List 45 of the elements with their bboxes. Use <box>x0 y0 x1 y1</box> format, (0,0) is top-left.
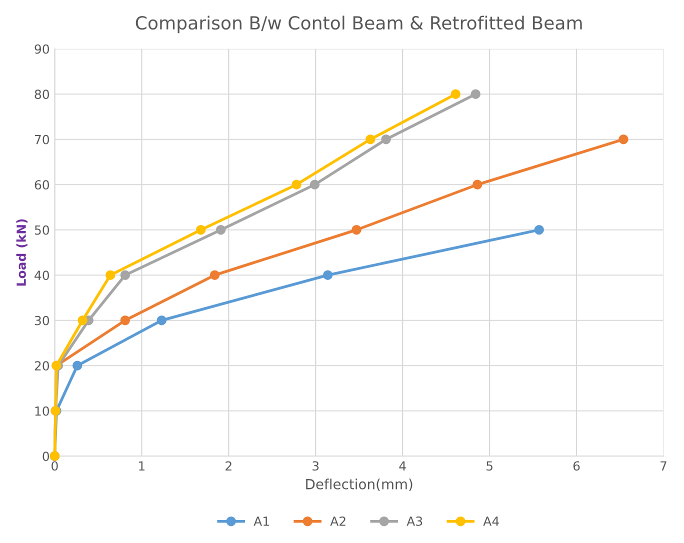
x-tick-label: 1 <box>139 461 145 470</box>
point <box>78 316 88 326</box>
point <box>72 360 82 370</box>
y-tick-label: 20 <box>34 361 50 371</box>
x-tick-label: 0 <box>52 461 58 471</box>
legend-label: A4 <box>483 516 499 526</box>
x-tick-label: 2 <box>226 461 232 470</box>
point <box>120 316 130 326</box>
legend-label: A1 <box>254 516 269 526</box>
point <box>450 89 460 99</box>
x-axis-title: Deflection(mm) <box>306 478 412 492</box>
y-axis-title: Load (kN) <box>16 219 28 286</box>
legend-label: A3 <box>406 516 422 526</box>
point <box>156 316 167 326</box>
point <box>196 225 206 235</box>
point <box>366 134 376 144</box>
y-tick-label: 0 <box>42 452 50 462</box>
point <box>310 180 320 190</box>
x-tick-label: 6 <box>573 461 580 471</box>
x-tick-label: 7 <box>660 461 666 470</box>
point <box>216 225 226 235</box>
point <box>472 180 482 190</box>
y-tick-label: 50 <box>34 225 50 235</box>
y-tick-label: 70 <box>34 134 50 144</box>
y-tick-label: 10 <box>35 406 50 416</box>
point <box>322 270 333 280</box>
point <box>534 225 544 235</box>
point <box>618 134 628 144</box>
y-tick-label: 30 <box>34 316 50 326</box>
point <box>120 270 130 280</box>
point <box>381 134 391 144</box>
x-tick-label: 3 <box>312 461 319 471</box>
legend-label: A2 <box>330 516 346 526</box>
point <box>210 270 220 280</box>
y-tick-label: 60 <box>34 180 50 190</box>
y-tick-label: 90 <box>34 44 50 54</box>
y-tick-label: 40 <box>34 270 50 280</box>
point <box>352 225 362 235</box>
point <box>106 270 116 280</box>
x-tick-label: 4 <box>399 461 406 470</box>
point <box>292 180 302 190</box>
point <box>470 89 480 99</box>
x-tick-label: 5 <box>486 461 492 471</box>
y-tick-label: 80 <box>34 90 50 100</box>
chart-title: Comparison B/w Contol Beam & Retrofitted Beam <box>136 16 582 34</box>
